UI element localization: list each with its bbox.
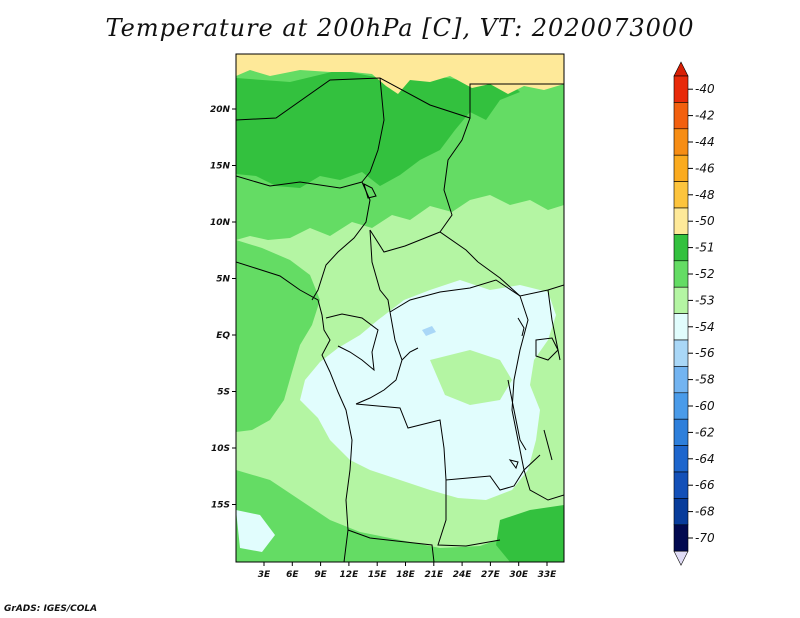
border-algeria-niger	[236, 77, 381, 121]
colorbar-swatch	[673, 75, 689, 103]
colorbar-label: -46	[695, 161, 715, 175]
border-gabon-congo	[325, 313, 379, 372]
colorbar-swatch	[673, 366, 689, 394]
border-angola-zambia	[437, 480, 501, 547]
field-band-56-spot	[422, 326, 436, 336]
temperature-field	[236, 54, 564, 562]
border-zambia-drc	[467, 454, 541, 491]
lon-tick-label: 15E	[368, 570, 388, 580]
border-drc-east	[511, 295, 529, 471]
border-cameroon-car	[369, 229, 391, 313]
colorbar-label: -58	[695, 373, 715, 387]
grads-credit: GrADS: IGES/COLA	[4, 604, 98, 614]
lat-tick-label: 5N	[216, 275, 230, 285]
lat-tick-label: 20N	[210, 105, 231, 115]
lon-tick-label: 18E	[396, 570, 416, 580]
colorbar-label: -54	[695, 320, 715, 334]
border-congo-drc	[355, 311, 403, 405]
colorbar-top-cap	[673, 61, 689, 77]
colorbar-label: -52	[695, 267, 715, 281]
lon-tick-label: 6E	[286, 570, 299, 580]
lake-albert	[517, 317, 525, 337]
field-band-53-west	[236, 240, 320, 432]
lon-tick-label: 27E	[481, 570, 501, 580]
colorbar-label: -60	[695, 399, 715, 413]
field-band-54-southwest	[236, 510, 275, 552]
lake-malawi	[543, 429, 553, 461]
colorbar-label: -56	[695, 346, 715, 360]
lat-tick-label: EQ	[216, 331, 230, 341]
lat-tick-label: 10S	[211, 444, 230, 454]
field-band-52-north	[236, 70, 520, 188]
border-chad-sudan	[439, 117, 471, 233]
axis-ticks: 20N 15N 10N 5N EQ 5S 10S 15S 3E 6E 9E 12E 15E 18E 21E 2…	[210, 105, 557, 580]
lon-tick-label: 24E	[453, 570, 473, 580]
lon-tick-label: 21E	[424, 570, 444, 580]
colorbar-swatch	[673, 260, 689, 288]
border-car-south	[389, 279, 521, 313]
colorbar-swatch	[673, 102, 689, 130]
colorbar-swatch	[673, 471, 689, 499]
colorbar-swatch	[673, 524, 689, 552]
colorbar-swatch	[673, 392, 689, 420]
colorbar-swatch	[673, 498, 689, 526]
map-title: Temperature at 200hPa [C], VT: 202007300…	[105, 14, 695, 42]
colorbar-swatch	[673, 154, 689, 182]
colorbar-label: -48	[695, 188, 715, 202]
lat-tick-label: 15N	[210, 162, 231, 172]
border-niger-chad	[361, 77, 385, 183]
lat-tick-label: 5S	[217, 388, 230, 398]
field-band-53-patch-central	[430, 350, 512, 405]
lon-tick-label: 12E	[340, 570, 360, 580]
colorbar-swatch	[673, 339, 689, 367]
lon-tick-label: 33E	[538, 570, 558, 580]
border-niger-nigeria	[236, 175, 363, 189]
colorbar-label: -64	[695, 452, 715, 466]
colorbar-bottom-cap	[673, 550, 689, 566]
colorbar-swatch	[673, 181, 689, 209]
field-band-54-central	[300, 280, 556, 500]
field-band-53-south	[236, 470, 564, 562]
colorbar-label: -53	[695, 293, 715, 307]
colorbar: -40 -42 -44 -46 -48 -50 -51 -52 -53 -54 -56 -58 -60 -…	[673, 61, 715, 566]
country-borders	[236, 77, 564, 562]
colorbar-swatch	[673, 207, 689, 235]
lake-mweru	[508, 459, 519, 470]
lake-chad	[363, 183, 377, 199]
lat-tick-label: 15S	[211, 501, 230, 511]
lake-tanganyika	[507, 379, 527, 451]
colorbar-label: -62	[695, 425, 715, 439]
lon-tick-label: 30E	[509, 570, 529, 580]
border-nigeria-cameroon	[311, 181, 371, 301]
border-angola-namibia	[347, 529, 435, 562]
colorbar-label: -70	[695, 531, 715, 545]
field-band-52-southeast	[496, 505, 564, 562]
colorbar-swatch	[673, 128, 689, 156]
colorbar-swatch	[673, 234, 689, 262]
colorbar-swatch	[673, 286, 689, 314]
river-congo	[401, 347, 419, 361]
map-frame	[235, 53, 565, 563]
colorbar-label: -40	[695, 82, 715, 96]
lat-tick-label: 10N	[210, 218, 231, 228]
border-tanzania	[523, 469, 564, 501]
lon-tick-label: 3E	[258, 570, 271, 580]
coastline	[236, 261, 353, 562]
border-chad-car	[369, 229, 479, 263]
colorbar-swatch	[673, 313, 689, 341]
lon-tick-label: 9E	[314, 570, 327, 580]
colorbar-label: -44	[695, 135, 715, 149]
colorbar-label: -68	[695, 505, 715, 519]
colorbar-label: -66	[695, 478, 715, 492]
colorbar-swatch	[673, 445, 689, 473]
colorbar-label: -42	[695, 109, 715, 123]
colorbar-swatch	[673, 418, 689, 446]
colorbar-label: -51	[695, 241, 715, 255]
lake-victoria	[535, 337, 559, 361]
colorbar-label: -50	[695, 214, 715, 228]
